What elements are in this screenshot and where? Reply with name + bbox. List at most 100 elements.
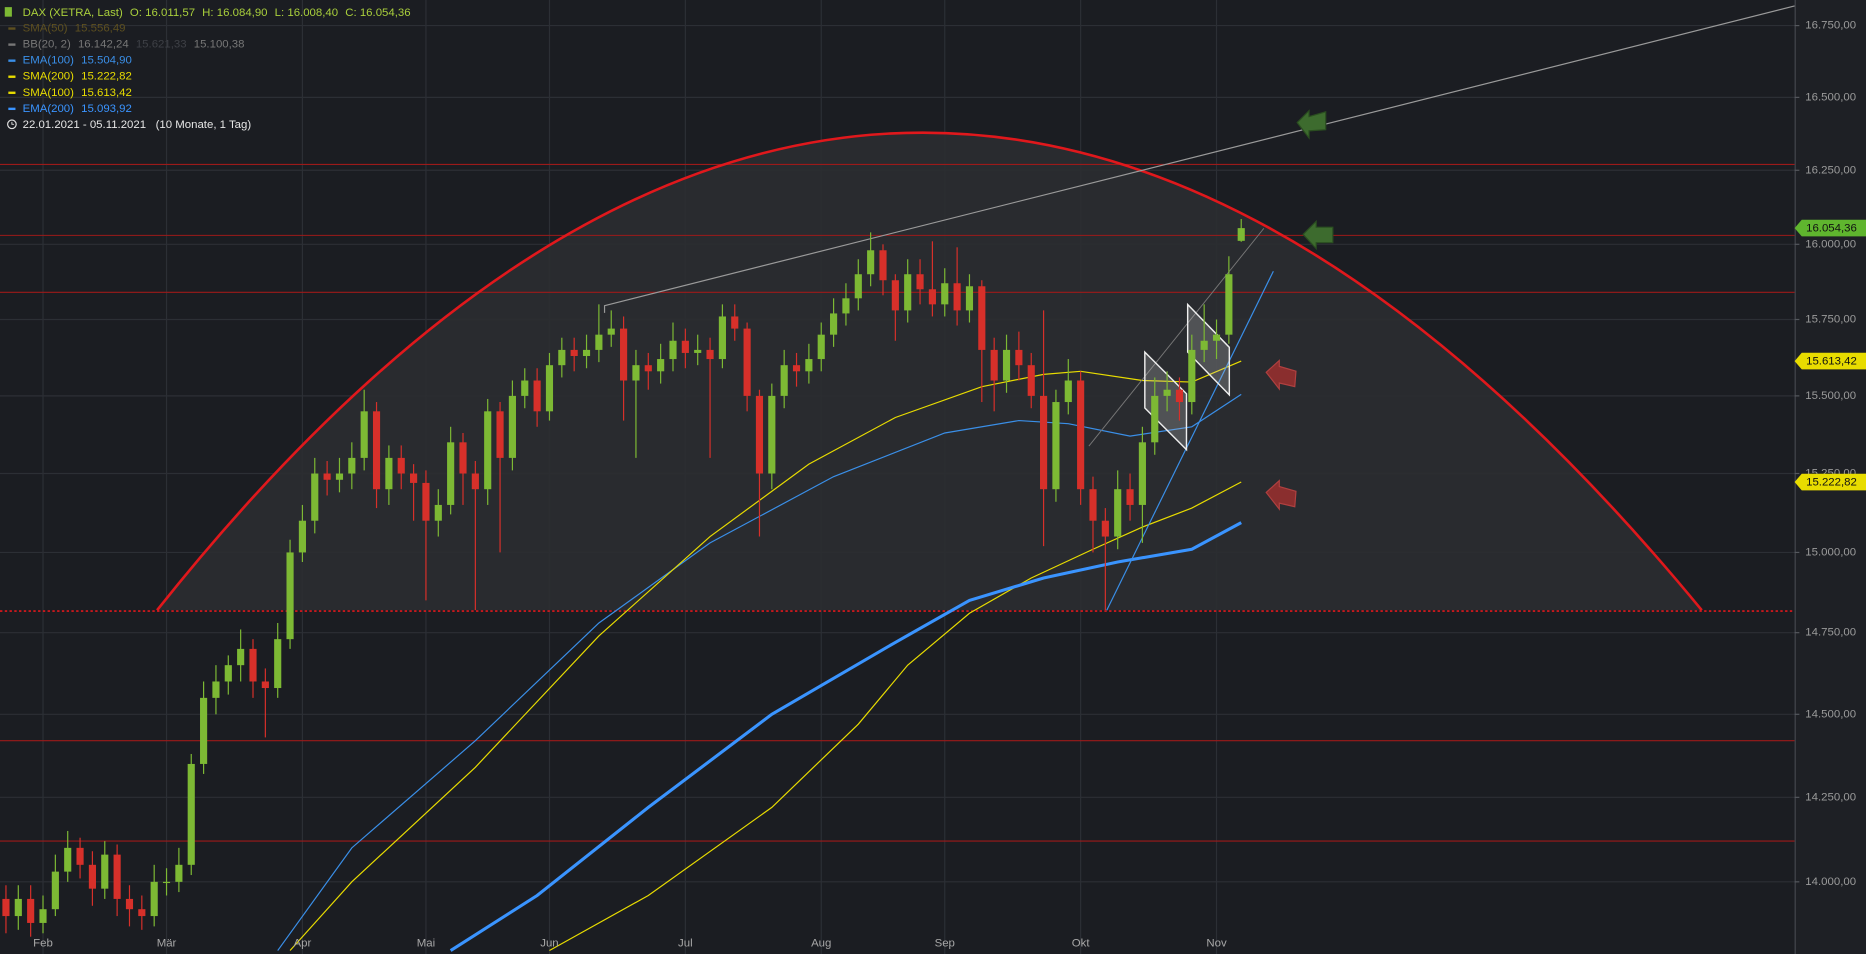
candle-body [521, 380, 529, 396]
price-tag [1794, 473, 1866, 491]
candle-body [1002, 349, 1011, 381]
x-tick-label: Mai [417, 937, 435, 949]
candle-body [410, 473, 418, 483]
y-tick-label: 16.250,00 [1805, 164, 1856, 176]
candle-body [138, 909, 146, 917]
header: DAX (XETRA, Last) O: 16.011,57 H: 16.084,9… [23, 7, 411, 19]
date-range-text: 22.01.2021 - 05.11.2021 [23, 119, 146, 131]
indicator-line [289, 360, 1242, 951]
candle-body [792, 365, 801, 372]
y-tick-label: 15.750,00 [1805, 314, 1856, 326]
x-tick-label: Sep [935, 937, 955, 949]
price-tag [1794, 219, 1866, 237]
legend-value: 15.556,49 [75, 23, 126, 35]
ohlc-text: O: 16.011,57 [130, 7, 195, 19]
indicator-line [277, 393, 1242, 951]
candle-body [335, 473, 344, 480]
candle-body [311, 473, 319, 521]
candle-body [1151, 395, 1159, 443]
candle-body [582, 349, 591, 357]
candle-body [508, 395, 516, 458]
price-tag-label: 16.054,36 [1806, 223, 1857, 235]
candle-body [101, 854, 109, 889]
x-tick-label: Apr [294, 937, 312, 949]
y-tick-label: 14.500,00 [1805, 708, 1856, 720]
candle-body [657, 359, 665, 372]
candle-body [212, 681, 220, 698]
candle-body [1015, 349, 1023, 366]
trend-line-blue [1106, 270, 1274, 611]
candle-body [928, 289, 936, 305]
candle-body [768, 395, 776, 474]
legend-entry: SMA(50) 15.556,49 [23, 23, 126, 35]
ohlc-text: L: 16.008,40 [275, 7, 338, 19]
annotations [603, 5, 1795, 611]
candle-body [681, 340, 689, 353]
candle-body [965, 286, 974, 311]
arrow [1265, 359, 1297, 391]
candle-body [64, 847, 72, 872]
candle-body [620, 328, 628, 381]
y-tick-label: 16.500,00 [1805, 91, 1856, 103]
candle-body [286, 552, 294, 640]
candle-body [14, 898, 22, 917]
y-tick-label: 15.250,00 [1805, 468, 1856, 480]
clock-icon [7, 119, 17, 130]
legend-entry: SMA(200) 15.222,82 [23, 71, 132, 83]
candle-body [1175, 389, 1184, 403]
indicators [277, 360, 1242, 952]
arc-line [156, 131, 1703, 612]
candle-body [274, 639, 282, 689]
y-tick-label: 14.000,00 [1805, 876, 1856, 888]
candle-body [1163, 389, 1171, 396]
legend-name: EMA(100) [23, 55, 75, 67]
candle-body [644, 365, 652, 372]
candle-body [570, 349, 578, 357]
trend-line [603, 5, 1795, 313]
candle-body [755, 395, 764, 474]
candle-body [1126, 489, 1134, 505]
candle-body [904, 274, 912, 311]
candle-body [1077, 380, 1085, 490]
legend-value: 15.613,42 [81, 87, 132, 99]
candle-body [706, 349, 714, 360]
candle-body [817, 334, 825, 360]
axes: 16.750,00 16.500,00 16.250,00 16.000,00 15.7… [33, 20, 1866, 949]
indicator-line [449, 521, 1242, 952]
candle-body [360, 411, 368, 458]
instrument-title: DAX (XETRA, Last) [23, 7, 123, 19]
legend-entry: BB(20, 2) 16.142,24 15.621,33 15.100,38 [23, 39, 245, 51]
candle-body [1225, 274, 1233, 335]
candle-body [397, 457, 405, 474]
y-tick-label: 14.750,00 [1805, 627, 1856, 639]
legend-value: 15.222,82 [81, 71, 132, 83]
legend-entry: SMA(100) 15.613,42 [23, 87, 132, 99]
candle-body [1138, 442, 1146, 505]
x-tick-label: Nov [1206, 937, 1227, 949]
y-tick-label: 16.000,00 [1805, 238, 1856, 250]
candle-body [88, 864, 96, 889]
channel [1186, 302, 1231, 397]
candle-body [879, 250, 887, 281]
legend-name: EMA(200) [23, 103, 75, 115]
candle-body [694, 349, 702, 353]
candle-body [1200, 340, 1208, 350]
candle-body [867, 250, 875, 275]
candle-body [385, 457, 393, 490]
legend-value: 16.142,24 [78, 39, 129, 51]
arrow [1265, 479, 1297, 511]
y-tick-label: 16.750,00 [1805, 20, 1856, 32]
legend-entry: EMA(200) 15.093,92 [23, 103, 132, 115]
price-tag-label: 15.222,82 [1806, 477, 1857, 489]
candle-body [743, 328, 751, 396]
candle-body [891, 280, 899, 311]
candles [2, 219, 1245, 937]
candle-body [780, 365, 788, 396]
candle-body [150, 881, 158, 917]
arrows [1265, 109, 1334, 511]
candle-body [187, 763, 195, 865]
candle-body [372, 411, 381, 490]
candle-body [607, 328, 615, 335]
candle-body [298, 520, 306, 553]
